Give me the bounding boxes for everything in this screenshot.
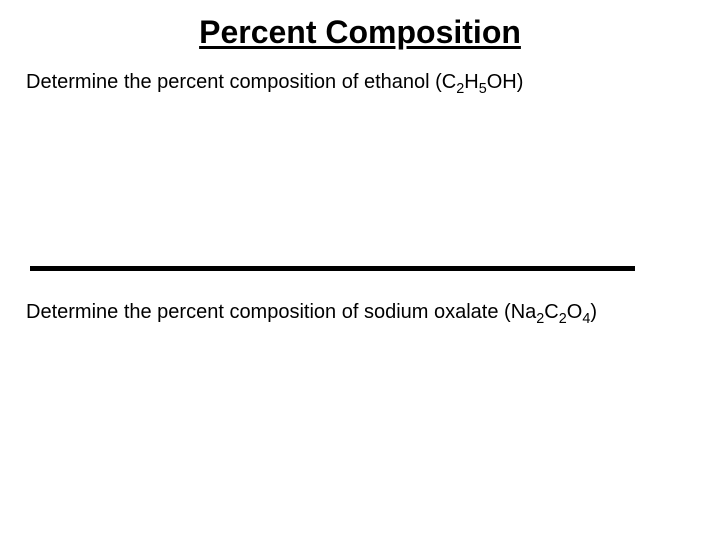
q2-text-mid2: O [567, 301, 583, 323]
question-2: Determine the percent composition of sod… [0, 301, 720, 324]
q1-text-prefix: Determine the percent composition of eth… [26, 71, 456, 93]
q1-text-mid1: H [464, 71, 478, 93]
q1-sub-2: 5 [479, 81, 487, 97]
q2-text-suffix: ) [590, 301, 597, 323]
q2-text-prefix: Determine the percent composition of sod… [26, 301, 536, 323]
q2-sub-2: 2 [559, 311, 567, 327]
page-title: Percent Composition [199, 14, 521, 51]
q2-text-mid1: C [544, 301, 558, 323]
title-container: Percent Composition [0, 0, 720, 51]
q1-text-suffix: OH) [487, 71, 524, 93]
horizontal-divider [30, 266, 635, 271]
question-1: Determine the percent composition of eth… [0, 71, 720, 94]
